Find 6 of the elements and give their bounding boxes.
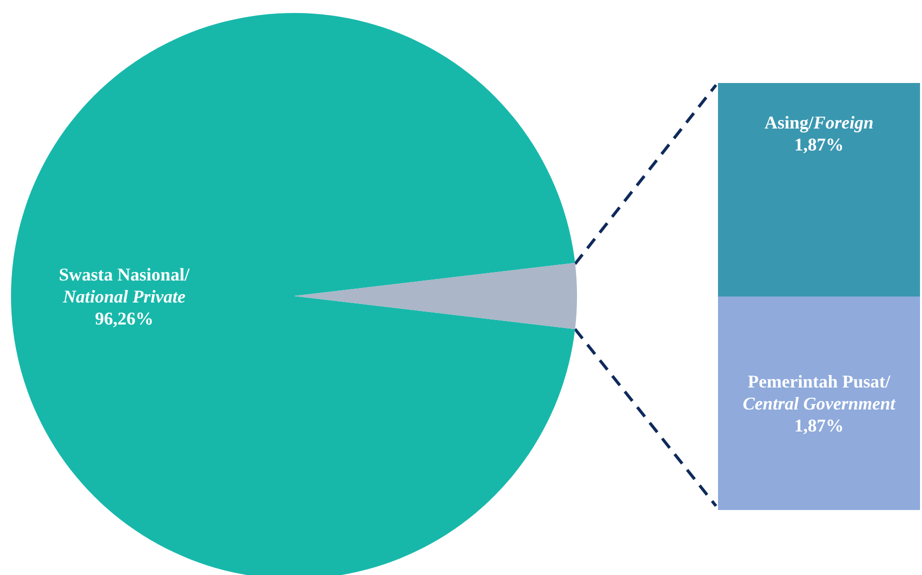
data-label: 96,26% [94,308,154,328]
data-label: 1,87% [794,134,844,154]
data-label: 1,87% [794,416,844,436]
series-label: Pemerintah Pusat/Central Government [742,372,896,414]
slice-label: Swasta Nasional/National Private [58,264,190,306]
series-label: Asing/Foreign [764,112,874,132]
